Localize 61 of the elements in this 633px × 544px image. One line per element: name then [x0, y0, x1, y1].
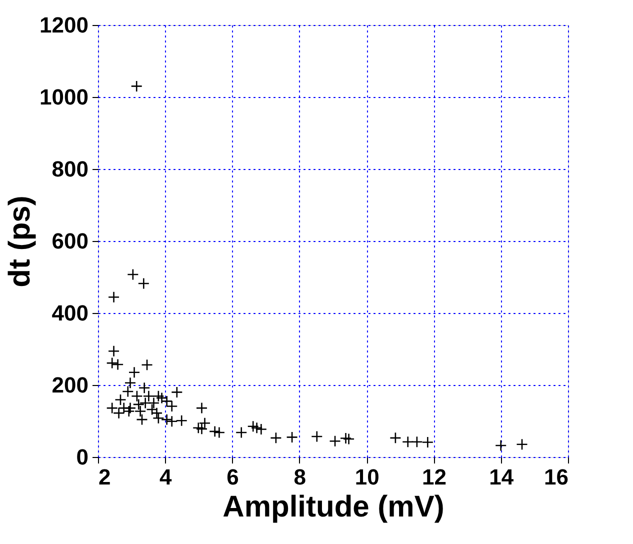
point: [124, 376, 136, 389]
point: [171, 386, 183, 398]
point: [160, 414, 173, 426]
point: [108, 291, 120, 304]
point: [132, 398, 145, 410]
point: [124, 402, 136, 414]
point: [198, 417, 211, 430]
point: [208, 426, 221, 438]
x-tick-label: 2: [98, 464, 111, 490]
point: [286, 431, 298, 444]
point: [192, 422, 204, 434]
y-axis-title: dt (ps): [4, 196, 37, 288]
point: [134, 405, 146, 418]
point: [127, 268, 139, 280]
point: [196, 402, 208, 414]
point: [402, 436, 414, 448]
point: [131, 390, 143, 402]
x-tick-label: 14: [489, 464, 514, 490]
x-axis-title: Amplitude (mV): [222, 490, 444, 524]
point: [213, 426, 226, 438]
point: [130, 80, 142, 92]
point: [247, 420, 259, 432]
point: [106, 357, 118, 369]
point: [494, 440, 507, 452]
x-tick-label: 16: [544, 464, 568, 490]
point: [342, 433, 355, 445]
y-tick-label: 0: [76, 444, 88, 470]
point: [136, 414, 148, 426]
x-tick-label: 10: [354, 464, 380, 490]
point: [112, 358, 124, 370]
point: [390, 432, 402, 444]
point: [152, 412, 164, 424]
point: [108, 345, 120, 358]
y-tick-label: 400: [52, 300, 88, 326]
point: [114, 394, 126, 406]
point: [128, 366, 140, 378]
point: [122, 386, 134, 398]
point: [141, 358, 153, 371]
point: [270, 432, 282, 444]
point: [196, 423, 208, 435]
point: [138, 278, 150, 290]
point: [329, 435, 341, 448]
y-tick-label: 1000: [40, 84, 88, 110]
x-tick-label: 12: [422, 464, 446, 490]
y-tick-label: 600: [52, 228, 88, 254]
x-tick-label: 4: [160, 464, 173, 490]
point: [422, 436, 434, 448]
point: [166, 415, 178, 428]
point: [340, 432, 352, 444]
x-tick-label: 8: [294, 464, 306, 490]
point: [235, 426, 248, 438]
y-tick-label: 200: [52, 372, 88, 398]
x-tick-label: 6: [226, 464, 239, 490]
point: [255, 423, 268, 436]
point: [176, 414, 188, 427]
y-tick-label: 800: [52, 156, 88, 182]
point: [411, 436, 423, 448]
y-tick-label: 1200: [40, 12, 88, 38]
point: [250, 422, 263, 434]
point: [516, 438, 528, 450]
point: [310, 430, 323, 442]
